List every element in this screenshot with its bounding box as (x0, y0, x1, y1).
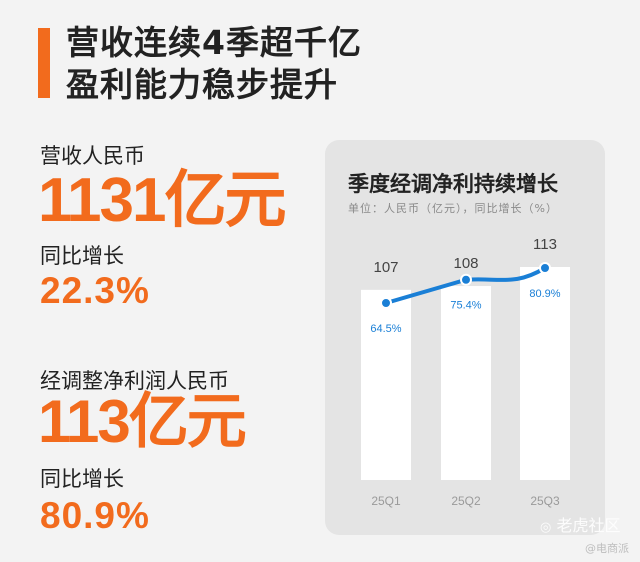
profit-yoy-value: 80.9% (40, 495, 150, 536)
headline-accent-bar (38, 28, 50, 98)
yoy-label-25Q3: 80.9% (529, 288, 560, 300)
bar-value-label-25Q1: 107 (373, 259, 398, 276)
profit-yoy-label: 同比增长 (40, 467, 124, 491)
category-tick-25Q2: 25Q2 (451, 494, 481, 508)
headline-line-1: 营收连续4季超千亿 (66, 23, 362, 62)
bar-value-label-25Q3: 113 (533, 236, 557, 253)
chart-title: 季度经调净利持续增长 (348, 172, 558, 196)
revenue-label: 营收人民币 (40, 144, 145, 168)
bar-25Q1 (361, 289, 411, 480)
yoy-label-25Q2: 75.4% (450, 300, 481, 312)
revenue-yoy-value: 22.3% (40, 270, 150, 311)
category-tick-25Q3: 25Q3 (530, 494, 560, 508)
yoy-point-25Q3 (539, 262, 551, 274)
profit-value: 113亿元 (38, 388, 247, 455)
watermark-text: ◎ 老虎社区 (540, 512, 620, 536)
revenue-yoy-label: 同比增长 (40, 244, 124, 268)
chart-panel: 季度经调净利持续增长 单位：人民币（亿元），同比增长（%） 107 25Q1 108… (325, 140, 605, 535)
watermark-subtext: @电商派 (585, 542, 629, 555)
bar-25Q2 (441, 286, 491, 480)
category-tick-25Q1: 25Q1 (371, 494, 401, 508)
profit-label: 经调整净利润人民币 (40, 369, 229, 393)
bar-value-label-25Q2: 108 (453, 255, 478, 272)
headline: 营收连续4季超千亿 盈利能力稳步提升 (66, 22, 362, 106)
chart-subtitle: 单位：人民币（亿元），同比增长（%） (348, 202, 558, 215)
tiger-logo-icon: ◎ (540, 520, 552, 535)
watermark-label: 老虎社区 (556, 516, 621, 535)
profit-chart: 107 25Q1 108 25Q2 113 25Q3 64.5% 75.4% 80.9% (361, 236, 570, 508)
yoy-point-25Q2 (460, 273, 472, 286)
bar-25Q3 (520, 267, 570, 480)
headline-line-2: 盈利能力稳步提升 (66, 65, 338, 104)
yoy-label-25Q1: 64.5% (370, 323, 401, 335)
yoy-point-25Q1 (380, 297, 392, 309)
revenue-value: 1131亿元 (38, 166, 287, 235)
